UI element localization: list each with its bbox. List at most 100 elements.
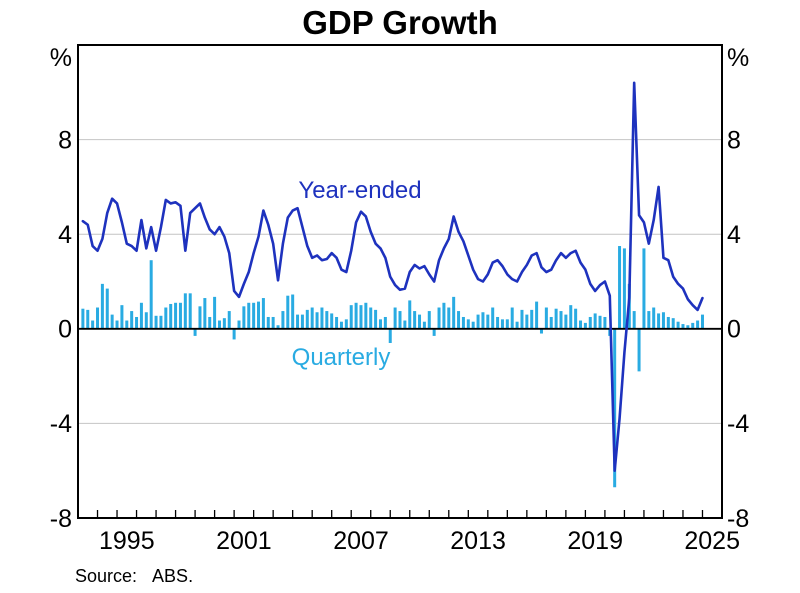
y-axis-unit-right: % — [727, 44, 750, 72]
bar-quarter-88 — [510, 307, 514, 329]
bar-quarter-5 — [105, 288, 109, 329]
bar-quarter-61 — [378, 319, 382, 329]
bar-quarter-114 — [637, 328, 641, 372]
y-label-right-4: 4 — [727, 221, 741, 249]
bar-quarter-22 — [188, 293, 192, 329]
bar-quarter-126 — [696, 320, 700, 329]
bar-quarter-8 — [120, 305, 124, 329]
bar-quarter-90 — [520, 309, 524, 329]
bar-quarter-118 — [657, 313, 661, 329]
bar-quarter-113 — [632, 311, 636, 329]
bar-quarter-13 — [144, 312, 148, 329]
bar-quarter-105 — [593, 313, 597, 329]
bar-quarter-107 — [603, 316, 607, 329]
bar-quarter-39 — [271, 316, 275, 329]
bar-quarter-11 — [135, 316, 139, 329]
bar-quarter-60 — [374, 309, 378, 329]
bar-quarter-70 — [422, 321, 426, 329]
bar-quarter-23 — [193, 328, 197, 336]
bar-quarter-4 — [100, 283, 104, 329]
bar-quarter-62 — [383, 316, 387, 329]
y-axis-labels: 8 8 4 4 0 0 -4 -4 -8 -8 — [50, 126, 750, 532]
x-label-2025: 2025 — [684, 527, 740, 555]
bar-quarter-27 — [213, 296, 217, 329]
bar-quarter-85 — [496, 316, 500, 329]
bar-quarter-96 — [549, 316, 553, 329]
bar-quarter-127 — [700, 314, 704, 329]
bar-quarter-30 — [227, 311, 231, 329]
bar-quarter-12 — [139, 302, 143, 329]
bar-quarter-21 — [183, 293, 187, 329]
bar-quarter-50 — [325, 311, 329, 329]
bar-quarter-2 — [91, 320, 95, 329]
bar-quarter-73 — [437, 307, 441, 329]
bar-quarter-82 — [481, 312, 485, 329]
bar-quarter-75 — [447, 307, 451, 329]
x-label-1995: 1995 — [99, 527, 155, 555]
y-label-left--8: -8 — [50, 505, 72, 533]
bar-quarter-47 — [310, 307, 314, 329]
bar-quarter-80 — [471, 321, 475, 329]
bar-quarter-83 — [486, 314, 490, 329]
bar-quarter-57 — [359, 305, 363, 329]
bar-quarter-49 — [320, 307, 324, 329]
bar-quarter-52 — [335, 316, 339, 329]
bar-quarter-66 — [403, 320, 407, 329]
bar-quarter-19 — [174, 302, 178, 329]
x-axis-ticks — [96, 510, 704, 518]
bar-quarter-124 — [686, 325, 690, 329]
bar-quarter-87 — [505, 319, 509, 329]
series-label-year-ended: Year-ended — [298, 177, 422, 204]
bar-quarter-74 — [442, 302, 446, 329]
series-label-quarterly: Quarterly — [291, 344, 391, 371]
y-label-right--4: -4 — [727, 410, 749, 438]
bar-quarter-25 — [203, 298, 207, 329]
bar-quarter-40 — [276, 325, 280, 329]
bar-quarter-84 — [491, 307, 495, 329]
bar-quarter-59 — [369, 307, 373, 329]
bar-quarter-32 — [237, 320, 241, 329]
bar-quarter-10 — [130, 311, 134, 329]
bar-quarter-46 — [305, 309, 309, 329]
bar-quarter-122 — [676, 321, 680, 329]
y-label-right--8: -8 — [727, 505, 749, 533]
bar-quarter-33 — [242, 306, 246, 329]
bar-quarter-18 — [169, 303, 173, 329]
bar-quarter-26 — [208, 316, 212, 329]
bar-quarter-71 — [427, 311, 431, 329]
bar-quarter-3 — [96, 307, 100, 329]
x-label-2007: 2007 — [333, 527, 389, 555]
bar-quarter-24 — [198, 306, 202, 329]
bar-quarter-76 — [452, 296, 456, 329]
bar-quarter-125 — [691, 322, 695, 329]
bar-quarter-104 — [588, 316, 592, 329]
y-label-left-0: 0 — [58, 316, 72, 344]
bar-quarter-119 — [661, 312, 665, 329]
bar-quarter-38 — [266, 316, 270, 329]
bar-quarter-48 — [315, 312, 319, 329]
bar-quarter-101 — [574, 308, 578, 329]
bar-quarter-64 — [393, 307, 397, 329]
quarterly-bars — [81, 246, 704, 488]
bar-quarter-115 — [642, 248, 646, 329]
bar-quarter-91 — [525, 314, 529, 329]
bar-quarter-77 — [457, 311, 461, 329]
x-label-2019: 2019 — [567, 527, 623, 555]
bar-quarter-35 — [252, 302, 256, 329]
bar-quarter-78 — [461, 316, 465, 329]
bar-quarter-15 — [154, 315, 158, 329]
y-axis-unit-left: % — [49, 44, 72, 72]
bar-quarter-0 — [81, 308, 85, 329]
bar-quarter-68 — [413, 311, 417, 329]
bar-quarter-6 — [110, 314, 114, 329]
bar-quarter-72 — [432, 328, 436, 336]
bar-quarter-58 — [364, 302, 368, 329]
bar-quarter-45 — [300, 314, 304, 329]
y-label-left-4: 4 — [58, 221, 72, 249]
bar-quarter-7 — [115, 320, 119, 329]
bar-quarter-44 — [296, 314, 300, 329]
bar-quarter-95 — [544, 307, 548, 329]
bar-quarter-41 — [281, 311, 285, 329]
